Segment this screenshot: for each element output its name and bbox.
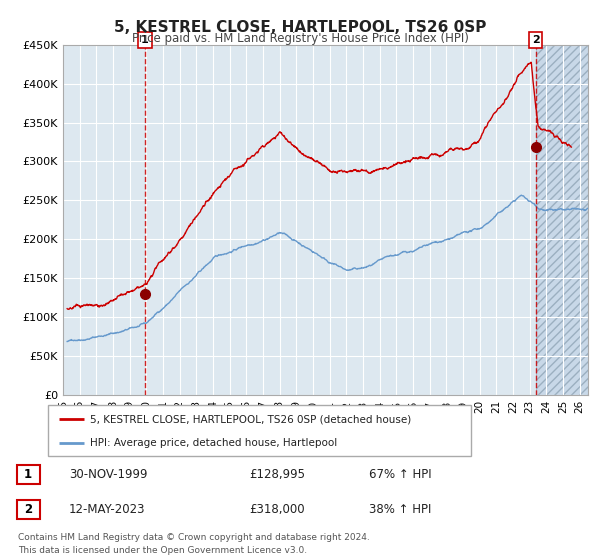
Text: 1: 1 xyxy=(24,468,32,481)
Text: 1: 1 xyxy=(141,35,149,45)
Bar xyxy=(17,465,40,484)
Bar xyxy=(17,500,40,520)
Text: 30-NOV-1999: 30-NOV-1999 xyxy=(69,468,148,481)
Text: 12-MAY-2023: 12-MAY-2023 xyxy=(69,503,146,516)
Text: 2: 2 xyxy=(532,35,540,45)
Text: 67% ↑ HPI: 67% ↑ HPI xyxy=(369,468,431,481)
Text: 2: 2 xyxy=(24,503,32,516)
Text: Contains HM Land Registry data © Crown copyright and database right 2024.: Contains HM Land Registry data © Crown c… xyxy=(18,533,370,542)
Text: 5, KESTREL CLOSE, HARTLEPOOL, TS26 0SP (detached house): 5, KESTREL CLOSE, HARTLEPOOL, TS26 0SP (… xyxy=(90,414,412,424)
Text: This data is licensed under the Open Government Licence v3.0.: This data is licensed under the Open Gov… xyxy=(18,546,307,555)
Text: 5, KESTREL CLOSE, HARTLEPOOL, TS26 0SP: 5, KESTREL CLOSE, HARTLEPOOL, TS26 0SP xyxy=(114,20,486,35)
Text: £318,000: £318,000 xyxy=(249,503,305,516)
Text: Price paid vs. HM Land Registry's House Price Index (HPI): Price paid vs. HM Land Registry's House … xyxy=(131,32,469,45)
Text: HPI: Average price, detached house, Hartlepool: HPI: Average price, detached house, Hart… xyxy=(90,438,338,448)
Bar xyxy=(536,45,588,395)
Text: 38% ↑ HPI: 38% ↑ HPI xyxy=(369,503,431,516)
Text: £128,995: £128,995 xyxy=(249,468,305,481)
